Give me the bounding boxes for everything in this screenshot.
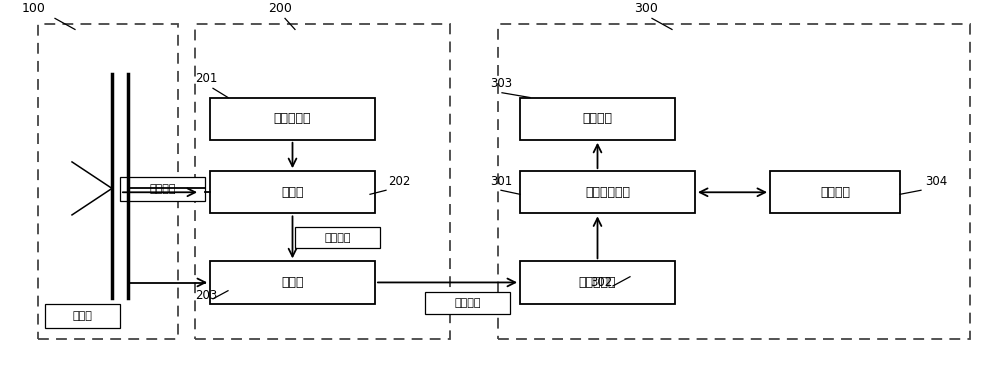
Bar — [195, 24, 450, 339]
Text: 通讯接口: 通讯接口 — [820, 186, 850, 199]
Text: 低频信号: 低频信号 — [454, 298, 481, 308]
Bar — [498, 24, 970, 339]
Bar — [520, 171, 695, 213]
Bar — [210, 171, 375, 213]
Bar — [45, 304, 120, 328]
Text: 介质侧: 介质侧 — [73, 311, 92, 321]
Bar — [425, 292, 510, 314]
Text: 解调器: 解调器 — [281, 276, 304, 289]
Bar — [210, 98, 375, 140]
Text: 微处理器电路: 微处理器电路 — [585, 186, 630, 199]
Text: 100: 100 — [22, 2, 46, 15]
Text: 302: 302 — [590, 276, 612, 289]
Text: 信号发生器: 信号发生器 — [274, 112, 311, 125]
Text: 本振信号: 本振信号 — [324, 233, 351, 243]
Bar — [38, 24, 178, 339]
Text: 303: 303 — [490, 77, 512, 90]
Text: 202: 202 — [388, 175, 410, 188]
Text: 功分器: 功分器 — [281, 186, 304, 199]
Text: 显示电路: 显示电路 — [582, 112, 612, 125]
Text: 203: 203 — [195, 289, 217, 302]
Text: 304: 304 — [925, 175, 947, 188]
Bar — [520, 98, 675, 140]
Text: 信号放大器: 信号放大器 — [579, 276, 616, 289]
Text: 201: 201 — [195, 72, 217, 85]
Bar — [120, 177, 205, 201]
Bar — [770, 171, 900, 213]
Bar — [210, 261, 375, 304]
Text: 301: 301 — [490, 175, 512, 188]
Bar — [295, 227, 380, 248]
Text: 测量信号: 测量信号 — [149, 184, 176, 194]
Bar — [520, 261, 675, 304]
Text: 300: 300 — [634, 2, 658, 15]
Text: 200: 200 — [268, 2, 292, 15]
